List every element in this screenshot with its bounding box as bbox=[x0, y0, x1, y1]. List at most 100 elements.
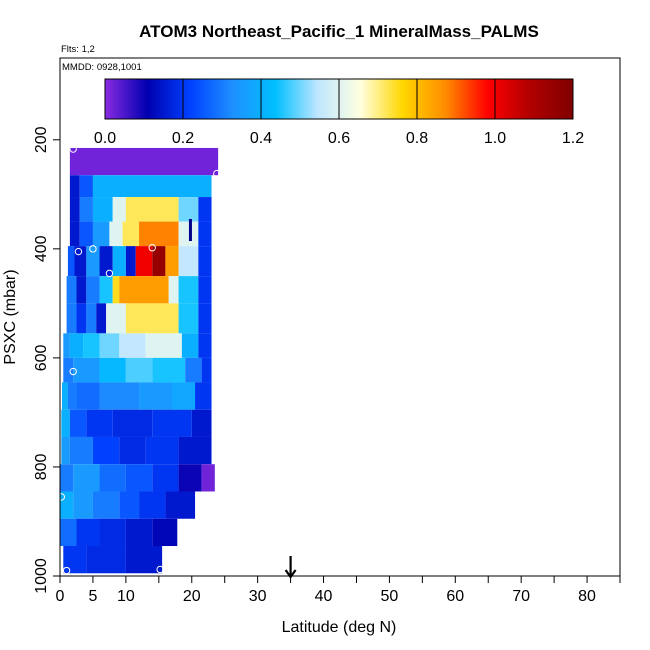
sample-point bbox=[62, 566, 71, 575]
heatmap-cell bbox=[61, 436, 70, 465]
heatmap-cell bbox=[135, 246, 153, 277]
colorbar-tick-label: 0.0 bbox=[94, 130, 116, 147]
heatmap-cell bbox=[83, 333, 100, 358]
x-tick-label: 60 bbox=[446, 588, 464, 605]
heatmap-cell bbox=[69, 197, 80, 222]
heatmap-cell bbox=[86, 246, 100, 277]
colorbar-tick-label: 0.6 bbox=[328, 130, 350, 147]
heatmap-cell bbox=[86, 276, 100, 304]
heatmap-cell bbox=[69, 333, 84, 358]
heatmap-cell bbox=[125, 357, 153, 383]
heatmap-cell bbox=[86, 546, 126, 574]
sample-point bbox=[69, 367, 77, 376]
heatmap-cell bbox=[119, 491, 140, 519]
heatmap-cell bbox=[69, 175, 80, 198]
heatmap-cell bbox=[112, 276, 120, 304]
x-axis: 0 5 10 20 30 40 50 60 70 80 bbox=[56, 575, 621, 605]
heatmap-cell bbox=[152, 464, 179, 492]
heatmap-cell bbox=[198, 303, 212, 334]
y-axis-label: PSXC (mbar) bbox=[2, 269, 19, 364]
heatmap-cell bbox=[181, 333, 199, 358]
x-axis-label: Latitude (deg N) bbox=[282, 619, 397, 636]
heatmap-cell bbox=[60, 464, 74, 492]
heatmap-cell bbox=[99, 518, 126, 547]
heatmap-cell bbox=[63, 333, 70, 358]
heatmap-cell bbox=[67, 246, 75, 277]
colorbar-tick-label: 1.0 bbox=[484, 130, 506, 147]
heatmap-cell bbox=[99, 246, 113, 277]
heatmap-cell bbox=[152, 246, 166, 277]
heatmap-cell bbox=[185, 357, 202, 383]
heatmap-cell bbox=[60, 491, 74, 519]
heatmap-cell bbox=[122, 221, 140, 247]
heatmap-cell bbox=[76, 276, 87, 304]
heatmap-cell bbox=[178, 464, 202, 492]
heatmap-layer bbox=[60, 147, 219, 574]
heatmap-cell bbox=[86, 409, 113, 437]
heatmap-cell bbox=[96, 303, 107, 334]
colorbar-ticks: 0.0 0.2 0.4 0.6 0.8 1.0 1.2 bbox=[94, 79, 584, 147]
y-axis: 200 400 600 800 1000 bbox=[33, 126, 61, 594]
heatmap-cell bbox=[145, 333, 182, 358]
sample-point bbox=[69, 145, 77, 153]
heatmap-cell bbox=[178, 276, 199, 304]
heatmap-cell bbox=[119, 436, 146, 465]
heatmap-cell bbox=[92, 491, 120, 519]
heatmap-cell bbox=[145, 436, 179, 465]
sample-point bbox=[211, 493, 219, 501]
x-tick-label: 40 bbox=[315, 588, 333, 605]
heatmap-cell bbox=[92, 197, 113, 222]
heatmap-cell bbox=[63, 357, 74, 383]
heatmap-cell bbox=[109, 221, 123, 247]
heatmap-cell bbox=[165, 491, 196, 519]
heatmap-cell bbox=[73, 491, 93, 519]
heatmap-cell bbox=[79, 221, 93, 247]
heatmap-cell bbox=[139, 491, 166, 519]
heatmap-cell bbox=[79, 175, 93, 198]
heatmap-cell bbox=[125, 464, 153, 492]
y-tick-label: 400 bbox=[33, 235, 50, 262]
heatmap-cell bbox=[198, 197, 212, 222]
heatmap-cell bbox=[106, 303, 126, 334]
heatmap-cell bbox=[112, 197, 126, 222]
heatmap-cell bbox=[198, 276, 212, 304]
heatmap-cell bbox=[125, 197, 179, 222]
heatmap-cell bbox=[119, 276, 169, 304]
heatmap-cell bbox=[99, 357, 126, 383]
heatmap-cell bbox=[63, 546, 87, 574]
chart-title: ATOM3 Northeast_Pacific_1 MineralMass_PA… bbox=[139, 22, 539, 41]
heatmap-cell bbox=[74, 246, 87, 277]
heatmap-cell bbox=[99, 276, 113, 304]
heatmap-cell bbox=[152, 357, 186, 383]
heatmap-cell bbox=[165, 246, 179, 277]
x-tick-label: 20 bbox=[183, 588, 201, 605]
heatmap-cell bbox=[69, 409, 87, 437]
heatmap-cell bbox=[125, 546, 163, 574]
x-tick-label: 5 bbox=[88, 588, 97, 605]
colorbar-tick-label: 0.8 bbox=[406, 130, 428, 147]
heatmap-cell bbox=[172, 382, 196, 410]
heatmap-cell bbox=[125, 518, 153, 547]
sample-point bbox=[148, 244, 156, 252]
x-tick-label: 10 bbox=[117, 588, 135, 605]
heatmap-cell bbox=[178, 303, 199, 334]
heatmap-cell bbox=[139, 382, 172, 410]
y-tick-label: 1000 bbox=[33, 558, 50, 594]
sample-point bbox=[57, 493, 66, 501]
heatmap-cell bbox=[69, 221, 80, 247]
x-tick-label: 0 bbox=[56, 588, 65, 605]
heatmap-cell bbox=[79, 197, 93, 222]
sample-point bbox=[156, 565, 164, 574]
heatmap-cell bbox=[178, 246, 199, 277]
sample-point bbox=[213, 169, 221, 178]
sample-point bbox=[74, 247, 83, 256]
dates-label: MMDD: 0928,1001 bbox=[62, 62, 142, 73]
heatmap-cell bbox=[73, 357, 100, 383]
sample-point bbox=[89, 245, 97, 253]
colorbar-tick-label: 0.2 bbox=[172, 130, 194, 147]
x-tick-label: 50 bbox=[381, 588, 399, 605]
heatmap-cell bbox=[76, 303, 87, 334]
heatmap-cell bbox=[198, 221, 212, 247]
heatmap-cell bbox=[178, 221, 199, 247]
